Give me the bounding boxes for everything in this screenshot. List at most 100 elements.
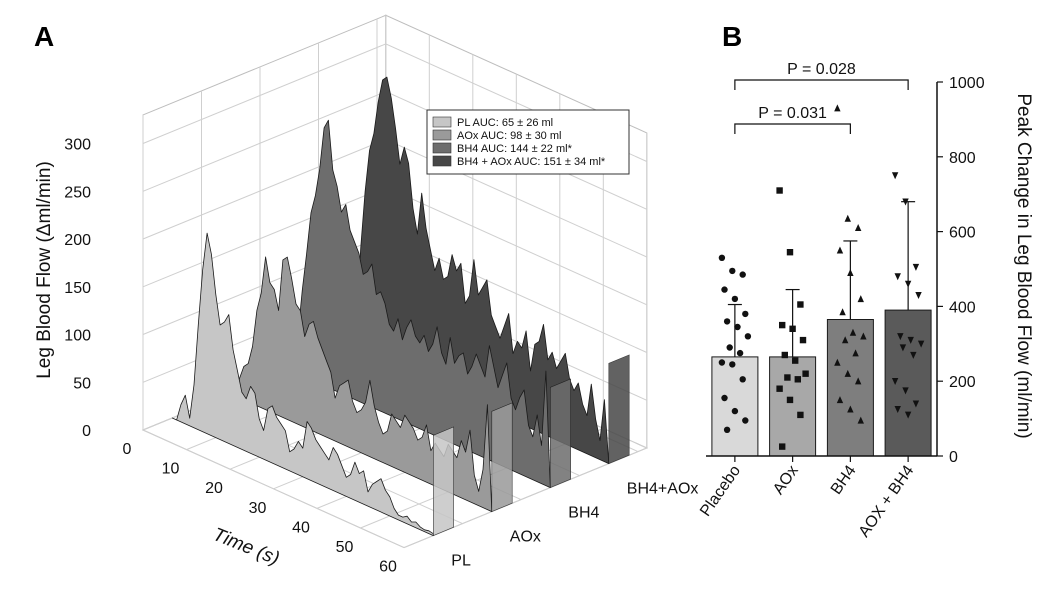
y-tick-label: 100 (64, 328, 91, 345)
y-tick-label: 300 (64, 137, 91, 154)
x-tick-label: 10 (162, 461, 180, 478)
data-point (834, 358, 841, 366)
depth-label: AOx (510, 529, 541, 546)
data-point (902, 387, 909, 395)
y-axis-title: Leg Blood Flow (Δml/min) (34, 161, 55, 379)
legend-swatch (432, 142, 452, 154)
data-point (854, 377, 862, 385)
legend-swatch (432, 116, 452, 128)
data-point (891, 378, 899, 385)
data-point (721, 286, 728, 293)
data-point (857, 295, 864, 303)
series-end-face (432, 426, 455, 537)
y-axis-title: Peak Change in Leg Blood Flow (ml/min) (1013, 93, 1034, 438)
x-tick-label: 50 (336, 539, 354, 556)
data-point (834, 104, 841, 112)
data-point (907, 336, 914, 344)
p-value-label: P = 0.028 (787, 61, 856, 78)
data-point (897, 333, 904, 341)
data-point (910, 351, 917, 359)
data-point (776, 385, 783, 392)
data-point (912, 263, 920, 271)
data-point (854, 224, 862, 232)
p-value-label: P = 0.031 (758, 105, 827, 122)
y-tick-label: 200 (64, 232, 91, 249)
data-point (794, 376, 801, 383)
y-tick-label: 400 (949, 299, 976, 316)
data-point (799, 336, 807, 344)
data-point (797, 301, 804, 308)
data-point (729, 267, 736, 275)
data-point (779, 443, 786, 450)
data-point (894, 273, 901, 281)
error-bars-group (727, 201, 916, 357)
data-point (742, 310, 749, 318)
depth-label: PL (451, 553, 471, 570)
data-point (912, 400, 920, 408)
bar-aox-bh4 (884, 309, 932, 457)
data-point (844, 369, 851, 377)
data-point (723, 318, 731, 325)
data-point (739, 376, 746, 383)
y-tick-label: 50 (73, 375, 91, 392)
x-gridline (403, 132, 648, 549)
data-point (847, 405, 854, 413)
data-point (744, 333, 752, 340)
data-point (736, 349, 744, 357)
data-point (718, 359, 726, 366)
data-point (739, 271, 746, 278)
y-tick-label: 0 (82, 423, 91, 440)
data-point (786, 249, 794, 256)
x-tick-label: 20 (205, 480, 223, 497)
points-group (718, 104, 925, 450)
legend-entry: AOx AUC: 98 ± 30 ml (457, 130, 561, 142)
bar-bh4 (826, 319, 874, 457)
panel-a-letter: A (34, 21, 54, 52)
significance-bracket (734, 123, 851, 134)
y-tick-label: 1000 (949, 75, 985, 92)
legend-swatch (432, 155, 452, 167)
x-tick-label: BH4 (828, 462, 860, 497)
legend-entry: PL AUC: 65 ± 26 ml (457, 117, 553, 129)
y-tick-label: 800 (949, 150, 976, 167)
x-tick-label: Placebo (697, 462, 744, 519)
series-area-pl (171, 232, 434, 536)
panel-a-waterfall-chart: A 0 50 100 150 200 250 300 0 10 20 30 40 50 60 PL AOx BH… (34, 14, 698, 576)
data-point (839, 308, 846, 316)
data-point (721, 394, 728, 402)
data-point (841, 336, 849, 344)
data-point (904, 411, 912, 419)
legend-box (426, 109, 630, 175)
data-point (891, 172, 899, 180)
significance-bracket (734, 79, 909, 90)
series-end-face (549, 378, 572, 489)
legend-entry: BH4 + AOx AUC: 151 ± 34 ml* (457, 156, 606, 168)
x-axis-title: Time (s) (210, 524, 282, 570)
data-point (781, 351, 788, 359)
depth-label: BH4+AOx (627, 481, 699, 498)
data-point (802, 370, 809, 377)
data-point (836, 246, 844, 254)
data-point (784, 374, 791, 381)
data-point (718, 254, 726, 261)
data-point (723, 426, 731, 433)
series-group (171, 76, 630, 537)
y-tick-label: 200 (949, 374, 976, 391)
y-tick-label: 150 (64, 280, 91, 297)
depth-gridline (142, 114, 405, 549)
axes-group: 0 50 100 150 200 250 300 0 10 20 30 40 50 60 PL AOx BH4 B… (64, 137, 698, 576)
data-point (917, 340, 925, 348)
significance-brackets: P = 0.028 P = 0.031 (734, 61, 909, 134)
depth-label: BH4 (568, 505, 599, 522)
series-area-bh4 (288, 119, 551, 489)
data-point (731, 295, 739, 303)
panel-b-letter: B (722, 21, 742, 52)
legend-swatch (432, 129, 452, 141)
data-point (915, 291, 922, 299)
x-tick-label: 0 (123, 441, 132, 458)
x-tick-label: 40 (292, 519, 310, 536)
bars-group (711, 309, 932, 457)
